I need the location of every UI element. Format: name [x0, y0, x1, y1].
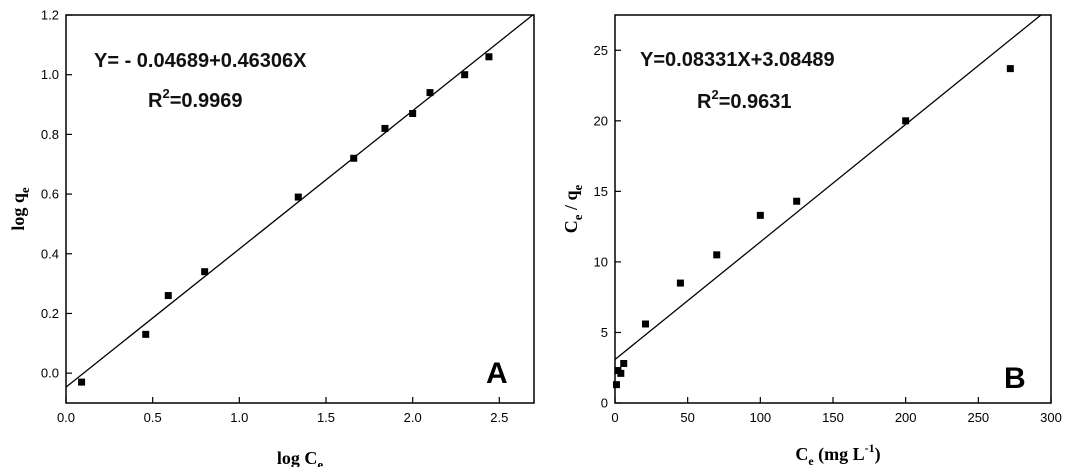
data-point — [294, 193, 302, 201]
y-axis-title: log qe — [8, 187, 32, 231]
y-axis-title: Ce / qe — [561, 184, 585, 233]
data-point — [620, 359, 628, 367]
y-tick-label: 0.6 — [41, 187, 59, 202]
data-point — [676, 279, 684, 287]
x-ticks: 0 50 100 150 200 250 300 — [611, 397, 1062, 425]
fit-line — [614, 14, 1042, 360]
x-tick-label: 100 — [749, 410, 771, 425]
y-tick-label: 15 — [594, 184, 608, 199]
data-points — [612, 65, 1014, 389]
x-tick-label: 0.0 — [57, 410, 75, 425]
panel-b: 0 50 100 150 200 250 300 0 5 10 15 20 25 Y=0.08331X… — [561, 14, 1062, 467]
x-ticks: 0.0 0.5 1.0 1.5 2.0 2.5 — [57, 397, 508, 425]
y-tick-label: 0.8 — [41, 127, 59, 142]
x-tick-label: 1.0 — [230, 410, 248, 425]
data-point — [617, 369, 625, 377]
plot-frame — [65, 14, 535, 404]
x-tick-label: 2.5 — [490, 410, 508, 425]
data-point — [756, 211, 764, 219]
y-tick-label: 0.0 — [41, 366, 59, 381]
x-axis-title: log Ce — [277, 448, 324, 467]
data-point — [485, 53, 493, 61]
y-tick-label: 1.0 — [41, 67, 59, 82]
r-squared: R2=0.9969 — [148, 86, 243, 112]
x-tick-label: 2.0 — [404, 410, 422, 425]
data-point — [1006, 65, 1014, 73]
x-axis-title: Ce (mg L-1) — [795, 441, 880, 467]
regression-equation: Y=0.08331X+3.08489 — [640, 49, 835, 71]
x-tick-label: 50 — [680, 410, 694, 425]
y-tick-label: 5 — [601, 325, 608, 340]
x-tick-label: 150 — [822, 410, 844, 425]
y-tick-label: 0.2 — [41, 306, 59, 321]
y-tick-label: 25 — [594, 43, 608, 58]
data-point — [142, 330, 150, 338]
y-tick-label: 1.2 — [41, 8, 59, 23]
x-tick-label: 200 — [895, 410, 917, 425]
x-tick-label: 0 — [611, 410, 618, 425]
fit-line — [65, 14, 534, 388]
y-tick-label: 0.4 — [41, 246, 59, 261]
x-tick-label: 0.5 — [144, 410, 162, 425]
y-ticks: 0 5 10 15 20 25 — [594, 43, 621, 411]
data-point — [78, 378, 86, 386]
data-point — [612, 381, 620, 389]
data-point — [350, 154, 358, 162]
data-point — [461, 71, 469, 79]
y-tick-label: 20 — [594, 113, 608, 128]
data-points — [78, 53, 493, 386]
data-point — [793, 197, 801, 205]
data-point — [409, 109, 417, 117]
data-point — [642, 320, 650, 328]
y-tick-label: 10 — [594, 254, 608, 269]
data-point — [201, 268, 209, 276]
panel-a: 0.0 0.5 1.0 1.5 2.0 2.5 0.0 0.2 0.4 0.6 0.8 1.0 1.2… — [8, 8, 535, 467]
x-tick-label: 250 — [967, 410, 989, 425]
y-tick-label: 0 — [601, 396, 608, 411]
data-point — [164, 292, 172, 300]
x-tick-label: 300 — [1040, 410, 1062, 425]
data-point — [713, 251, 721, 259]
data-point — [426, 89, 434, 97]
x-tick-label: 1.5 — [317, 410, 335, 425]
data-point — [381, 124, 389, 132]
data-point — [902, 117, 910, 125]
y-ticks: 0.0 0.2 0.4 0.6 0.8 1.0 1.2 — [41, 8, 72, 381]
regression-equation: Y= - 0.04689+0.46306X — [94, 50, 307, 72]
r-squared: R2=0.9631 — [697, 87, 792, 113]
panel-label: A — [486, 357, 508, 390]
panel-label: B — [1004, 362, 1026, 395]
plot-frame — [614, 14, 1052, 404]
